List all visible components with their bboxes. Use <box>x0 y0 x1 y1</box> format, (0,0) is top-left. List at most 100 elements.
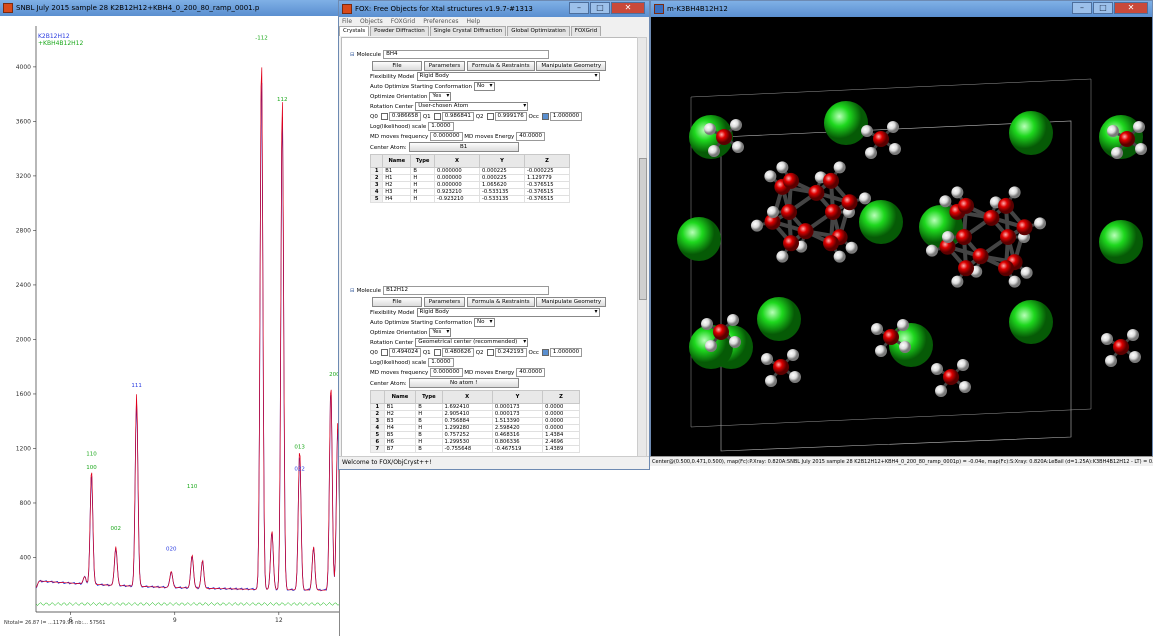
menu-foxgrid[interactable]: FOXGrid <box>390 18 416 25</box>
mol1-parameters-button[interactable]: Parameters <box>423 61 466 71</box>
table-cell[interactable]: B7 <box>383 445 417 453</box>
table-cell[interactable]: H1 <box>382 174 412 182</box>
menu-help[interactable]: Help <box>466 18 481 25</box>
table-row[interactable]: 1 B1 B 0.000000 0.000225 -0.000225 <box>369 167 571 175</box>
tab-single-crystal[interactable]: Single Crystal Diffraction <box>429 26 507 36</box>
table-cell[interactable]: 0.0000 <box>542 424 580 432</box>
table-cell[interactable]: 2.905410 <box>441 410 493 418</box>
table-cell[interactable]: H <box>415 410 443 418</box>
mol1-file-button[interactable]: File <box>372 61 422 71</box>
table-cell[interactable]: H <box>415 438 443 446</box>
collapse-icon[interactable]: ⊟ <box>350 288 355 294</box>
table-cell[interactable]: B <box>410 167 435 175</box>
menu-objects[interactable]: Objects <box>360 18 383 25</box>
table-cell[interactable]: B1 <box>383 403 417 411</box>
table-cell[interactable]: 0.000173 <box>491 410 544 418</box>
table-cell[interactable]: 1.4384 <box>542 431 580 439</box>
mol2-autoopt-select[interactable]: No <box>474 318 495 327</box>
table-cell[interactable]: 5 <box>369 195 384 203</box>
tab-foxgrid[interactable]: FOXGrid <box>570 26 602 36</box>
table-cell[interactable]: 0.0000 <box>542 417 580 425</box>
table-cell[interactable]: 0.000000 <box>433 167 480 175</box>
table-cell[interactable]: H4 <box>382 195 412 203</box>
table-cell[interactable]: 0.468316 <box>491 431 544 439</box>
table-cell[interactable]: -0.376515 <box>523 188 571 196</box>
table-cell[interactable]: H <box>410 174 435 182</box>
menu-file[interactable]: File <box>342 18 353 25</box>
mol2-optorient-select[interactable]: Yes <box>429 328 452 337</box>
mol1-optorient-select[interactable]: Yes <box>429 92 452 101</box>
q2-fix-checkbox[interactable] <box>486 113 494 120</box>
mol2-parameters-button[interactable]: Parameters <box>423 297 466 307</box>
table-cell[interactable]: 1.065620 <box>478 181 525 189</box>
table-header[interactable]: X <box>433 154 480 168</box>
table-cell[interactable]: H2 <box>382 181 412 189</box>
table-cell[interactable]: 2 <box>369 174 384 182</box>
table-cell[interactable]: H <box>410 195 435 203</box>
table-header[interactable]: Z <box>542 390 580 404</box>
q0-fix-checkbox[interactable] <box>380 113 388 120</box>
table-cell[interactable]: -0.000225 <box>523 167 571 175</box>
table-cell[interactable]: 0.0000 <box>542 410 580 418</box>
table-cell[interactable]: B <box>415 431 443 439</box>
table-cell[interactable]: 3 <box>369 181 384 189</box>
table-cell[interactable]: 0.000000 <box>433 181 480 189</box>
tab-powder-diffraction[interactable]: Powder Diffraction <box>370 26 429 36</box>
table-header[interactable]: Z <box>523 154 571 168</box>
table-header[interactable]: Name <box>382 154 412 168</box>
mol1-rotcenter-select[interactable]: User-chosen Atom <box>415 102 529 111</box>
q1-fix-checkbox[interactable] <box>433 113 441 120</box>
table-header[interactable]: Y <box>478 154 525 168</box>
loglik-field[interactable]: 1.0000 <box>428 122 455 131</box>
table-header[interactable]: Type <box>410 154 435 168</box>
table-cell[interactable]: 1.299530 <box>441 438 493 446</box>
mol1-autoopt-select[interactable]: No <box>474 82 495 91</box>
table-cell[interactable]: 2.4696 <box>542 438 580 446</box>
table-cell[interactable]: 3 <box>370 417 385 425</box>
panel-scrollbar[interactable] <box>637 37 647 457</box>
table-row[interactable]: 2 H2 H 2.905410 0.000173 0.0000 <box>370 410 580 418</box>
table-cell[interactable]: 0.806336 <box>491 438 544 446</box>
mol2-atom-table[interactable]: Name Type X Y Z 1 B1 B 1.692410 0.000173 0.0000 2 H2… <box>370 390 580 453</box>
table-cell[interactable]: 0.000225 <box>478 174 525 182</box>
q1-field[interactable]: 0.480626 <box>441 348 474 357</box>
mol2-geometry-button[interactable]: Manipulate Geometry <box>536 297 607 307</box>
center-atom-button[interactable]: B1 <box>408 142 519 152</box>
table-cell[interactable]: H <box>410 181 435 189</box>
table-cell[interactable]: 4 <box>370 424 385 432</box>
menu-preferences[interactable]: Preferences <box>423 18 459 25</box>
loglik-field[interactable]: 1.0000 <box>428 358 455 367</box>
table-cell[interactable]: B5 <box>383 431 417 439</box>
table-cell[interactable]: B <box>415 417 443 425</box>
maximize-button[interactable]: □ <box>590 2 610 14</box>
table-cell[interactable]: H <box>410 188 435 196</box>
md-energy-field[interactable]: 40.0000 <box>516 132 546 141</box>
table-cell[interactable]: 6 <box>370 438 385 446</box>
crystal-3d-view[interactable] <box>651 17 1153 457</box>
mol2-formula-button[interactable]: Formula & Restraints <box>466 297 535 307</box>
table-cell[interactable]: 0.757252 <box>441 431 493 439</box>
table-cell[interactable]: B1 <box>382 167 412 175</box>
plot-window-titlebar[interactable]: SNBL July 2015 sample 28 K2B12H12+KBH4_0… <box>0 0 339 16</box>
table-row[interactable]: 5 B5 B 0.757252 0.468316 1.4384 <box>370 431 580 439</box>
q0-field[interactable]: 0.986658 <box>388 112 422 121</box>
table-cell[interactable]: H2 <box>383 410 417 418</box>
occ-field[interactable]: 1.000000 <box>549 348 583 357</box>
table-cell[interactable]: 0.0000 <box>542 403 580 411</box>
occ-field[interactable]: 1.000000 <box>549 112 583 121</box>
table-header[interactable]: Y <box>491 390 544 404</box>
q2-field[interactable]: 0.242193 <box>494 348 527 357</box>
table-cell[interactable]: H3 <box>382 188 412 196</box>
q2-field[interactable]: 0.999176 <box>494 112 527 121</box>
tab-crystals[interactable]: Crystals <box>339 26 370 36</box>
mol2-flexibility-select[interactable]: Rigid Body <box>416 308 600 317</box>
table-cell[interactable]: 0.756884 <box>441 417 493 425</box>
table-cell[interactable]: 1 <box>370 403 385 411</box>
table-header[interactable] <box>370 390 385 404</box>
q1-field[interactable]: 0.986841 <box>441 112 474 121</box>
table-cell[interactable]: -0.533135 <box>478 188 525 196</box>
table-cell[interactable]: 0.000000 <box>433 174 480 182</box>
table-cell[interactable]: 0.000225 <box>478 167 525 175</box>
q1-fix-checkbox[interactable] <box>433 349 441 356</box>
minimize-button[interactable]: – <box>1072 2 1092 14</box>
